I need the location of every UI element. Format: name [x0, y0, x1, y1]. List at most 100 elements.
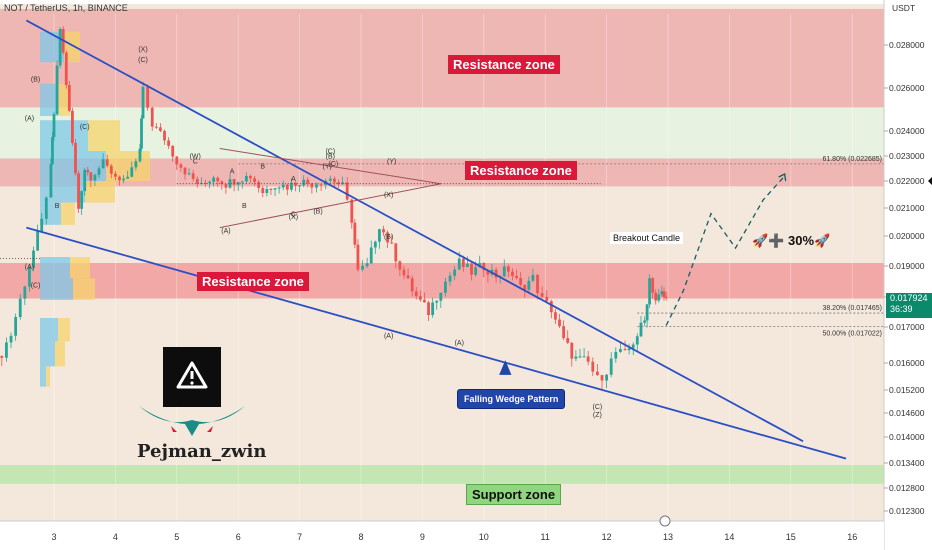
price-candle — [466, 263, 469, 268]
falling-wedge-callout: Falling Wedge Pattern — [457, 389, 566, 409]
price-candle — [212, 177, 216, 182]
price-candle — [502, 266, 506, 277]
price-candle — [410, 278, 414, 292]
price-candle — [141, 86, 145, 119]
price-candle — [146, 86, 150, 108]
price-candle — [605, 374, 608, 381]
price-candle — [657, 294, 661, 301]
price-candle — [302, 179, 306, 186]
candle-countdown: 36:39 — [890, 304, 913, 314]
price-candle — [356, 244, 360, 270]
price-candle — [28, 267, 31, 287]
price-candle — [306, 179, 310, 184]
x-tick-label: 10 — [479, 532, 489, 542]
price-candle — [228, 179, 232, 188]
price-candle — [140, 118, 143, 149]
upper-neutral-band — [0, 107, 884, 159]
wave-label: B — [55, 203, 60, 210]
wave-label: (A) — [221, 228, 230, 235]
price-candle — [126, 176, 130, 179]
price-candle — [5, 342, 8, 358]
price-candle — [49, 164, 53, 198]
wave-label: (B) — [326, 154, 335, 161]
price-candle — [574, 356, 578, 359]
y-tick-label: 0.024000 — [889, 126, 925, 136]
wave-label: C — [291, 211, 296, 218]
price-candle — [549, 301, 553, 313]
price-candle — [558, 319, 561, 327]
price-candle — [470, 263, 473, 275]
price-candle — [562, 326, 566, 339]
volume-profile-bar — [40, 318, 58, 342]
price-candle — [310, 183, 314, 188]
price-candle — [328, 178, 332, 181]
price-candle — [265, 189, 269, 194]
price-candle — [600, 375, 604, 381]
y-tick-label: 0.012800 — [889, 483, 925, 493]
price-candle — [89, 172, 93, 181]
wedge-trendline — [26, 226, 847, 460]
price-candle — [253, 178, 256, 183]
price-candle — [93, 174, 97, 181]
wave-label: (C) — [325, 149, 335, 156]
price-candle — [545, 296, 549, 302]
breakout-candle-label: Breakout Candle — [610, 232, 684, 244]
price-candle — [566, 338, 570, 343]
price-candle — [474, 267, 478, 275]
volume-profile-bar — [73, 278, 95, 300]
price-candle — [298, 185, 301, 187]
price-candle — [431, 302, 435, 316]
x-tick-label: 13 — [663, 532, 673, 542]
price-candle — [261, 188, 265, 194]
price-candle — [80, 191, 84, 209]
price-candle — [648, 278, 651, 305]
x-tick-label: 12 — [602, 532, 612, 542]
price-candle — [97, 168, 101, 175]
wave-label: A — [291, 176, 296, 183]
price-candle — [44, 197, 48, 219]
price-candle — [18, 298, 22, 317]
price-candle — [191, 173, 195, 179]
currency-label: USDT — [892, 3, 916, 13]
price-candle — [406, 275, 410, 279]
price-candle — [9, 335, 13, 343]
price-candle — [457, 258, 461, 270]
price-candle — [365, 263, 369, 267]
time-axis-background — [0, 521, 884, 550]
price-candle — [418, 296, 422, 300]
triangle-line-lower — [219, 183, 441, 229]
price-candle — [269, 189, 273, 191]
wave-label: (X) — [384, 192, 393, 199]
price-candle — [448, 275, 452, 282]
volume-profile-bar — [58, 318, 70, 342]
wave-label: (C) — [138, 57, 148, 64]
price-candle — [244, 175, 248, 182]
volume-profile-bar — [40, 366, 46, 387]
price-candle — [285, 184, 289, 190]
price-candle — [195, 178, 199, 184]
price-candle — [536, 274, 539, 294]
price-candle — [130, 167, 134, 177]
projection-arrowhead — [778, 173, 787, 182]
price-candle — [511, 271, 514, 277]
volume-profile-bar — [70, 257, 90, 279]
x-tick-label: 8 — [358, 532, 363, 542]
y-tick-label: 0.016000 — [889, 358, 925, 368]
price-candle — [83, 169, 87, 192]
resistance-zone-label-middle: Resistance zone — [465, 161, 577, 180]
price-candle — [394, 243, 398, 262]
price-candle — [627, 348, 631, 351]
price-candle — [662, 291, 666, 297]
price-candle — [122, 178, 125, 181]
x-tick-label: 14 — [724, 532, 734, 542]
volume-profile-bar — [61, 202, 75, 225]
price-candle — [515, 276, 518, 279]
price-candle — [361, 266, 364, 270]
price-candle — [486, 270, 490, 275]
price-candle — [319, 184, 323, 186]
target-label: 🚀➕ 30%🚀 — [752, 233, 831, 248]
price-candle — [187, 173, 191, 175]
chart-title: NOT / TetherUS, 1h, BINANCE — [4, 3, 128, 13]
price-candle — [651, 278, 655, 293]
